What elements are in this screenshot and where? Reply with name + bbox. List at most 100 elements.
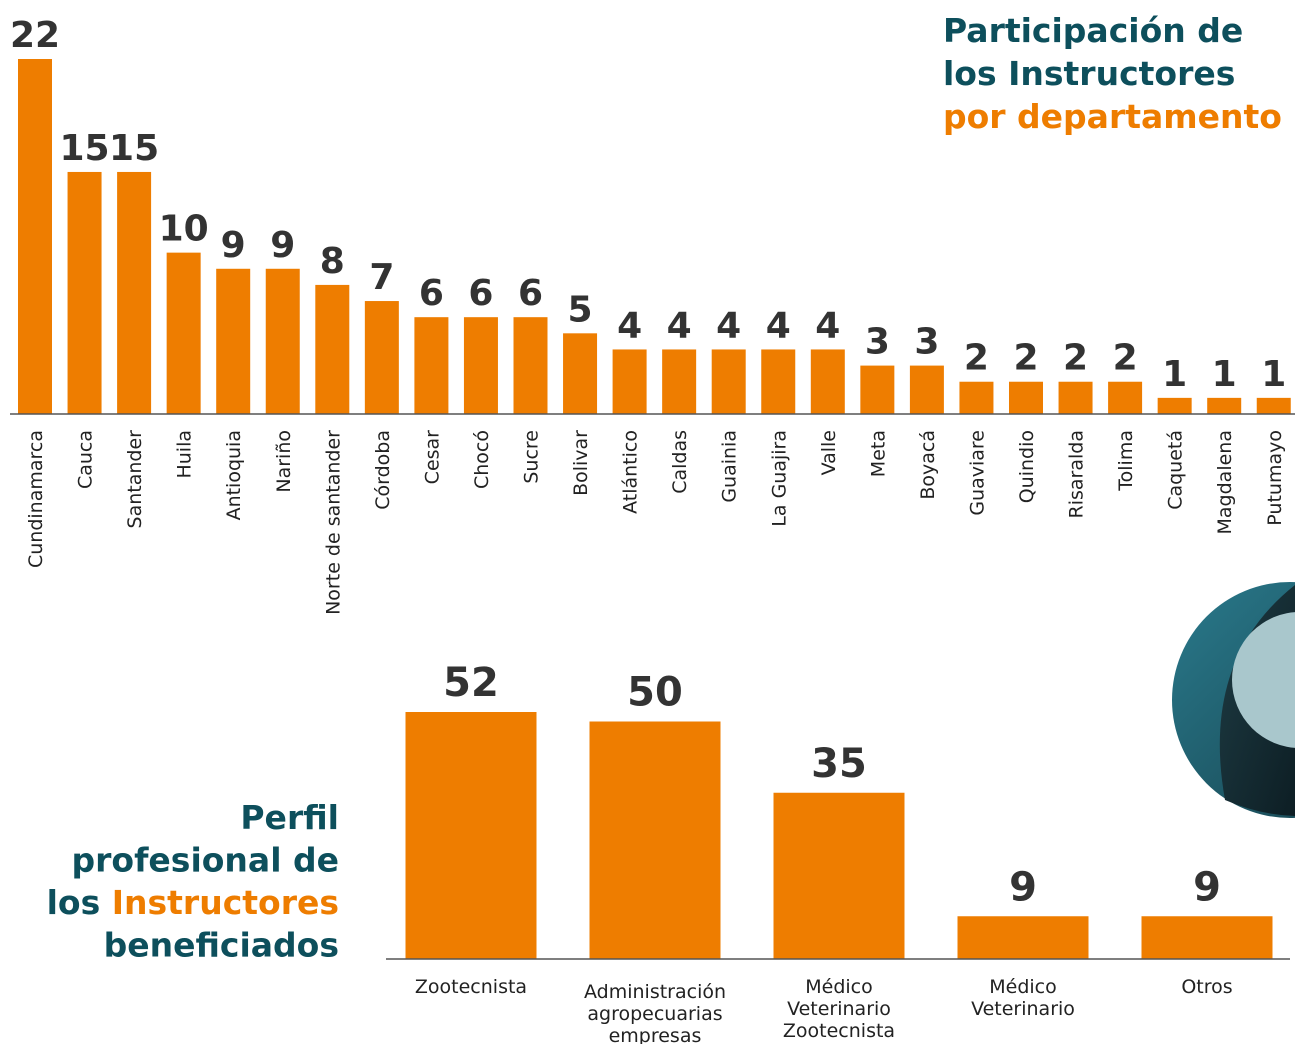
category-label: Santander xyxy=(124,430,146,529)
category-label: Sucre xyxy=(521,430,543,484)
category-label: Guainia xyxy=(719,430,741,503)
value-label: 8 xyxy=(320,241,345,282)
category-label: Risaralda xyxy=(1066,430,1088,518)
value-label: 3 xyxy=(865,322,890,363)
value-label: 2 xyxy=(1113,338,1138,379)
category-label: Norte de santander xyxy=(322,430,344,615)
title-segment: Instructores xyxy=(112,883,339,922)
value-label: 6 xyxy=(419,273,444,314)
category-label: Zootecnista xyxy=(415,976,527,998)
bar xyxy=(613,349,647,414)
value-label: 7 xyxy=(369,257,394,298)
title-segment: Perfil xyxy=(240,798,339,837)
value-label: 2 xyxy=(1063,338,1088,379)
value-label: 1 xyxy=(1212,354,1237,395)
bar xyxy=(18,59,52,414)
title-segment: beneficiados xyxy=(104,926,339,965)
bar xyxy=(662,349,696,414)
value-label: 5 xyxy=(568,289,593,330)
value-label: 15 xyxy=(59,128,109,169)
value-label: 22 xyxy=(10,15,60,56)
bar xyxy=(563,333,597,414)
value-label: 35 xyxy=(811,741,867,787)
value-label: 4 xyxy=(716,305,741,346)
value-label: 4 xyxy=(617,305,642,346)
category-label: Boyacá xyxy=(917,430,939,500)
bar xyxy=(958,916,1089,959)
bar xyxy=(910,366,944,414)
bar xyxy=(1158,398,1192,414)
bar xyxy=(1059,382,1093,414)
bar xyxy=(414,317,448,414)
title-segment: por departamento xyxy=(943,97,1282,136)
chart-title: los Instructores xyxy=(47,883,339,922)
category-label: Caldas xyxy=(669,430,691,494)
category-label: Valle xyxy=(818,430,840,475)
bar xyxy=(860,366,894,414)
bar xyxy=(712,349,746,414)
category-label: Tolima xyxy=(1115,430,1137,492)
bar xyxy=(406,712,537,959)
bar xyxy=(1207,398,1241,414)
bar xyxy=(959,382,993,414)
bar xyxy=(1009,382,1043,414)
value-label: 1 xyxy=(1162,354,1187,395)
value-label: 4 xyxy=(667,305,692,346)
category-label: Caquetá xyxy=(1165,430,1187,510)
bar xyxy=(811,349,845,414)
bar xyxy=(774,793,905,959)
category-label: Antioquia xyxy=(223,430,245,520)
title-segment: los xyxy=(47,883,112,922)
category-label: Otros xyxy=(1181,976,1232,998)
category-label: Magdalena xyxy=(1214,430,1236,534)
bar xyxy=(1108,382,1142,414)
value-label: 6 xyxy=(468,273,493,314)
bar xyxy=(514,317,548,414)
category-label: Guaviare xyxy=(966,430,988,516)
value-label: 9 xyxy=(221,225,246,266)
value-label: 6 xyxy=(518,273,543,314)
title-segment: los Instructores xyxy=(943,54,1235,93)
title-segment: Participación de xyxy=(943,11,1243,50)
chart-title: Perfil xyxy=(240,798,339,837)
category-label: Quindio xyxy=(1016,430,1038,503)
value-label: 4 xyxy=(766,305,791,346)
value-label: 3 xyxy=(914,322,939,363)
bar xyxy=(761,349,795,414)
value-label: 9 xyxy=(1193,864,1221,910)
bar xyxy=(464,317,498,414)
value-label: 1 xyxy=(1261,354,1286,395)
category-label: La Guajira xyxy=(768,430,790,527)
category-label: Putumayo xyxy=(1264,430,1286,526)
infographic: Participación de los Instructores por depa… xyxy=(0,0,1295,1044)
category-label: Atlántico xyxy=(620,430,642,514)
bar xyxy=(167,253,201,414)
value-label: 9 xyxy=(1009,864,1037,910)
category-label: Nariño xyxy=(273,430,295,493)
chart-title: beneficiados xyxy=(104,926,339,965)
value-label: 52 xyxy=(443,660,499,706)
chart-title: Participación de xyxy=(943,11,1243,50)
category-label: Chocó xyxy=(471,430,493,489)
category-label: Cundinamarca xyxy=(25,430,47,568)
category-label: Cesar xyxy=(421,430,443,484)
value-label: 2 xyxy=(1013,338,1038,379)
bar xyxy=(1257,398,1291,414)
value-label: 4 xyxy=(815,305,840,346)
decoration xyxy=(1172,582,1295,818)
value-label: 2 xyxy=(964,338,989,379)
bar xyxy=(117,172,151,414)
chart-title: profesional de xyxy=(72,841,340,880)
bar xyxy=(68,172,102,414)
category-label: Meta xyxy=(867,430,889,477)
category-label: Cauca xyxy=(75,430,97,489)
bar xyxy=(266,269,300,414)
chart-title: los Instructores xyxy=(943,54,1235,93)
category-label: Córdoba xyxy=(372,430,394,510)
bar xyxy=(1142,916,1273,959)
value-label: 15 xyxy=(109,128,159,169)
bar xyxy=(365,301,399,414)
